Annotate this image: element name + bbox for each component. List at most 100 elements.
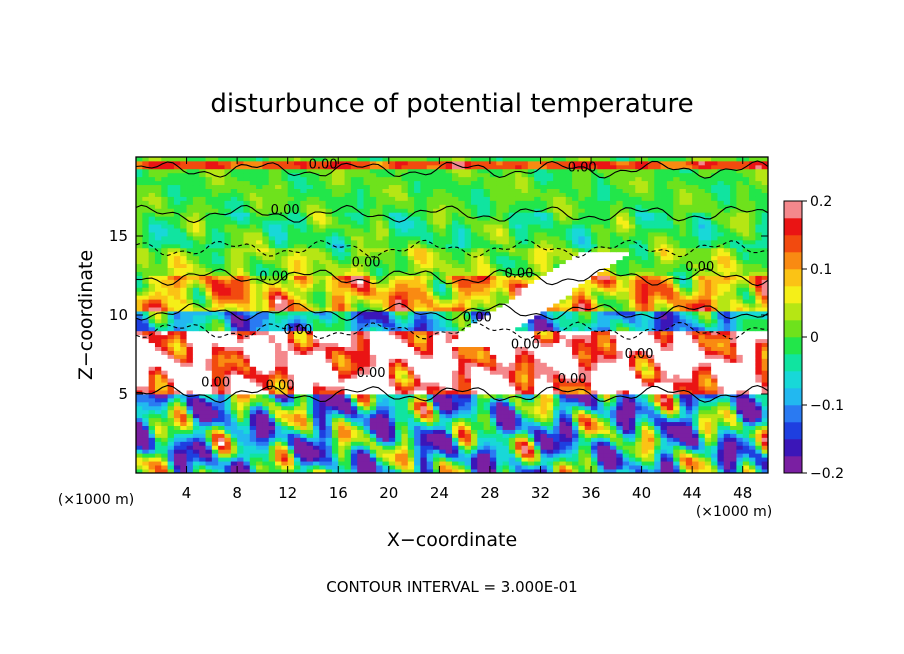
field-cell [173, 354, 181, 359]
field-cell [622, 299, 630, 304]
field-cell [186, 437, 194, 442]
field-cell [508, 378, 516, 383]
field-cell [173, 299, 181, 304]
field-cell [433, 326, 440, 332]
field-cell [698, 334, 706, 340]
field-cell [350, 394, 358, 399]
field-cell [382, 346, 390, 351]
field-cell [350, 378, 358, 383]
field-cell [628, 374, 636, 379]
field-cell [154, 469, 162, 473]
field-cell [489, 354, 497, 359]
field-cell [717, 425, 725, 430]
field-cell [439, 445, 447, 450]
field-cell [521, 409, 529, 415]
field-cell [622, 374, 630, 379]
field-cell [508, 322, 516, 328]
field-cell [477, 307, 484, 312]
field-cell [742, 441, 750, 446]
field-cell [363, 382, 371, 387]
field-cell [350, 417, 358, 423]
field-cell [192, 299, 200, 304]
field-cell [717, 362, 725, 367]
field-cell [369, 417, 377, 423]
field-cell [723, 295, 731, 300]
field-cell [300, 318, 308, 324]
field-cell [173, 457, 181, 462]
field-cell [344, 291, 352, 296]
field-cell [312, 437, 320, 442]
field-cell [439, 366, 447, 371]
field-cell [654, 382, 661, 387]
field-cell [433, 453, 440, 458]
field-cell [477, 315, 484, 320]
field-cell [603, 374, 611, 379]
field-cell [749, 421, 756, 426]
field-cell [470, 441, 478, 446]
field-cell [388, 390, 396, 395]
field-cell [761, 334, 768, 340]
field-cell [249, 409, 257, 415]
field-cell [559, 441, 567, 446]
field-cell [755, 279, 763, 284]
field-cell [414, 429, 421, 434]
field-cell [414, 409, 421, 415]
field-cell [275, 291, 282, 296]
field-cell [534, 330, 541, 336]
field-cell [363, 366, 371, 371]
field-cell [199, 445, 206, 450]
field-cell [426, 299, 434, 304]
field-cell [420, 346, 428, 351]
field-cell [331, 425, 339, 430]
field-cell [275, 374, 282, 379]
field-cell [496, 429, 503, 434]
field-cell [730, 275, 737, 280]
field-cell [698, 429, 706, 434]
field-cell [553, 465, 560, 470]
field-cell [565, 405, 573, 411]
field-cell [439, 386, 447, 391]
field-cell [622, 346, 630, 351]
field-cell [673, 445, 680, 450]
field-cell [483, 358, 491, 363]
field-cell [173, 358, 181, 363]
field-cell [477, 425, 484, 430]
field-cell [502, 441, 510, 446]
field-cell [578, 397, 586, 403]
field-cell [136, 350, 143, 355]
field-cell [603, 409, 611, 415]
field-cell [186, 433, 194, 438]
field-cell [256, 461, 263, 466]
field-cell [369, 394, 377, 399]
field-cell [388, 291, 396, 296]
field-cell [610, 429, 617, 434]
field-cell [199, 322, 206, 328]
field-cell [376, 307, 383, 312]
field-cell [344, 307, 352, 312]
field-cell [458, 299, 466, 304]
field-cell [704, 378, 712, 383]
field-cell [673, 326, 680, 332]
field-cell [281, 437, 289, 442]
field-cell [148, 322, 156, 328]
field-cell [679, 461, 687, 466]
field-cell [338, 346, 345, 351]
field-cell [268, 279, 276, 284]
field-cell [584, 342, 592, 347]
field-cell [445, 409, 453, 415]
field-cell [654, 315, 661, 320]
field-cell [698, 350, 706, 355]
field-cell [698, 338, 706, 344]
field-cell [136, 441, 143, 446]
field-cell [736, 334, 744, 340]
field-cell [218, 453, 225, 458]
field-cell [452, 303, 459, 308]
field-cell [730, 299, 737, 304]
field-cell [578, 354, 586, 359]
field-cell [470, 342, 478, 347]
field-cell [742, 386, 750, 391]
field-cell [521, 413, 529, 419]
field-cell [350, 405, 358, 411]
field-cell [262, 445, 270, 450]
field-cell [230, 307, 238, 312]
